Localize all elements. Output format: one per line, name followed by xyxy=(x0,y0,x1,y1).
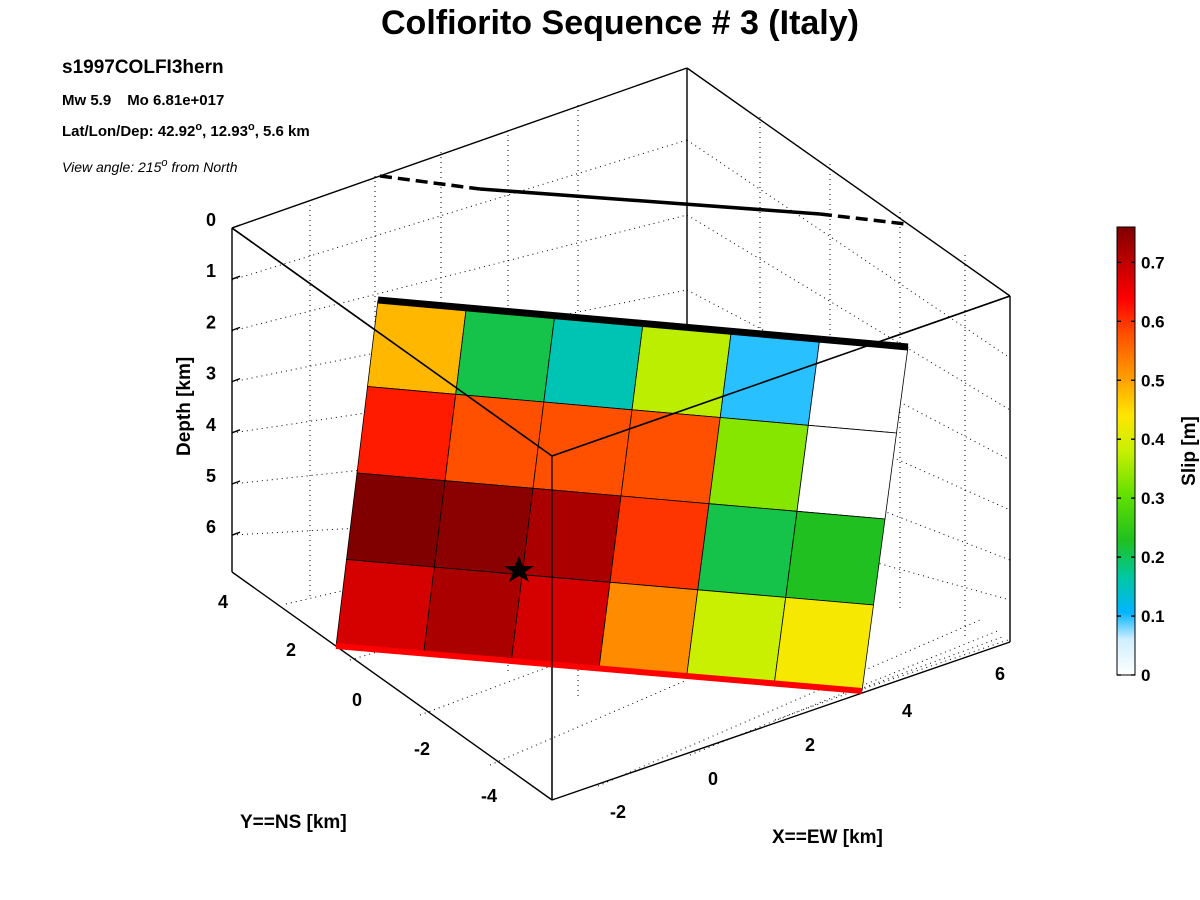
slip-cell xyxy=(532,401,633,497)
chart-title: Colfiorito Sequence # 3 (Italy) xyxy=(381,4,859,42)
colorbar-ticks: 0 0.1 0.2 0.3 0.4 0.5 0.6 0.7 xyxy=(1117,253,1165,685)
slip-cell xyxy=(697,503,798,598)
seismic-moment: Mo 6.81e+017 xyxy=(127,92,225,109)
slip-cell xyxy=(367,299,467,395)
slip-cell xyxy=(444,393,545,489)
degree-mark: o xyxy=(161,157,168,169)
trace-solid xyxy=(479,187,821,216)
slip-cell xyxy=(455,307,556,403)
fault-bottom-edge xyxy=(335,643,863,694)
y-tick-label: 2 xyxy=(286,640,296,660)
depth-tick-label: 2 xyxy=(206,312,216,332)
depth-tick xyxy=(231,326,241,332)
slip-cell xyxy=(686,589,787,684)
slip-cell xyxy=(423,566,523,662)
fault-plane xyxy=(335,299,909,692)
location-line: Lat/Lon/Dep: 42.92o, 12.93o, 5.6 km xyxy=(62,121,310,141)
depth-tick xyxy=(231,480,241,485)
depth-tick xyxy=(231,224,241,229)
slip-cell xyxy=(796,424,897,520)
x-axis-label: X==EW [km] xyxy=(772,827,883,848)
slip-cell xyxy=(807,338,909,434)
x-tick-label: 4 xyxy=(902,701,912,721)
view-angle-line: View angle: 215o from North xyxy=(62,157,238,176)
colorbar-tick-label: 0.1 xyxy=(1141,607,1165,626)
fault-top-edge xyxy=(377,296,909,351)
depth-tick-label: 5 xyxy=(206,466,216,486)
degree-mark: o xyxy=(247,121,255,133)
colorbar-label: Slip [m] xyxy=(1179,416,1200,486)
depth-tick xyxy=(231,531,241,536)
colorbar-tick-label: 0.7 xyxy=(1141,253,1165,272)
depth-tick-label: 0 xyxy=(206,210,216,230)
depth-tick xyxy=(231,429,241,434)
view-angle-text: View angle: 215 xyxy=(62,159,162,175)
surface-trace xyxy=(379,174,907,226)
colorbar-tick-label: 0 xyxy=(1141,666,1150,685)
slip-cell xyxy=(620,409,721,505)
latitude-text: Lat/Lon/Dep: 42.92 xyxy=(62,123,196,140)
depth-text: , 5.6 km xyxy=(254,123,310,140)
y-tick-label: 4 xyxy=(218,592,228,612)
colorbar-tick-label: 0.4 xyxy=(1141,430,1165,449)
slip-cell xyxy=(773,596,874,692)
x-tick-label: -2 xyxy=(610,802,626,822)
slip-cell xyxy=(543,315,644,411)
magnitude-mw: Mw 5.9 xyxy=(62,92,112,109)
depth-tick xyxy=(231,275,241,280)
slip-cell xyxy=(708,417,809,512)
colorbar-tick-label: 0.5 xyxy=(1141,371,1165,390)
colorbar-tick-label: 0.3 xyxy=(1141,489,1165,508)
depth-tick-label: 6 xyxy=(206,517,216,537)
magnitude-line: Mw 5.9 Mo 6.81e+017 xyxy=(62,92,224,109)
y-axis: -4 -2 0 2 4 xyxy=(218,592,497,806)
box-front-edge xyxy=(231,227,553,457)
event-id: s1997COLFI3hern xyxy=(62,57,224,78)
x-axis: -2 0 2 4 6 xyxy=(610,664,1005,822)
y-axis-label: Y==NS [km] xyxy=(240,812,347,833)
depth-tick-label: 4 xyxy=(206,415,216,435)
colorbar-tick-label: 0.6 xyxy=(1141,312,1165,331)
slip-cell xyxy=(598,581,699,677)
slip-cell xyxy=(719,330,821,426)
x-tick-label: 0 xyxy=(708,769,718,789)
colorbar-gradient xyxy=(1116,226,1136,676)
view-angle-suffix: from North xyxy=(167,159,238,175)
slip-cell xyxy=(510,574,611,669)
y-tick-label: 0 xyxy=(352,690,362,710)
depth-tick-label: 3 xyxy=(206,364,216,384)
depth-tick-label: 1 xyxy=(206,261,216,281)
slip-cell xyxy=(346,472,446,568)
depth-axis: 0 1 2 3 4 5 6 xyxy=(206,210,241,537)
box-front-edge xyxy=(551,295,1011,457)
slip-cell xyxy=(335,559,435,654)
slip-cell xyxy=(631,323,732,418)
longitude-text: , 12.93 xyxy=(202,123,248,140)
trace-dashed-right xyxy=(819,212,907,226)
depth-tick xyxy=(231,377,241,383)
degree-mark: o xyxy=(195,121,203,133)
colorbar: 0 0.1 0.2 0.3 0.4 0.5 0.6 0.7 Slip [m] xyxy=(1116,226,1200,685)
slip-cell xyxy=(521,487,622,583)
slip-cell xyxy=(609,495,710,591)
x-tick-label: 2 xyxy=(805,735,815,755)
colorbar-tick-label: 0.2 xyxy=(1141,548,1165,567)
y-tick-label: -4 xyxy=(481,786,497,806)
trace-dashed-left xyxy=(379,174,481,191)
depth-axis-label: Depth [km] xyxy=(174,357,195,456)
x-tick-label: 6 xyxy=(995,664,1005,684)
hypocenter-star-icon xyxy=(504,556,534,582)
slip-cell xyxy=(356,386,457,482)
y-tick-label: -2 xyxy=(414,739,430,759)
slip-cell xyxy=(785,510,886,606)
